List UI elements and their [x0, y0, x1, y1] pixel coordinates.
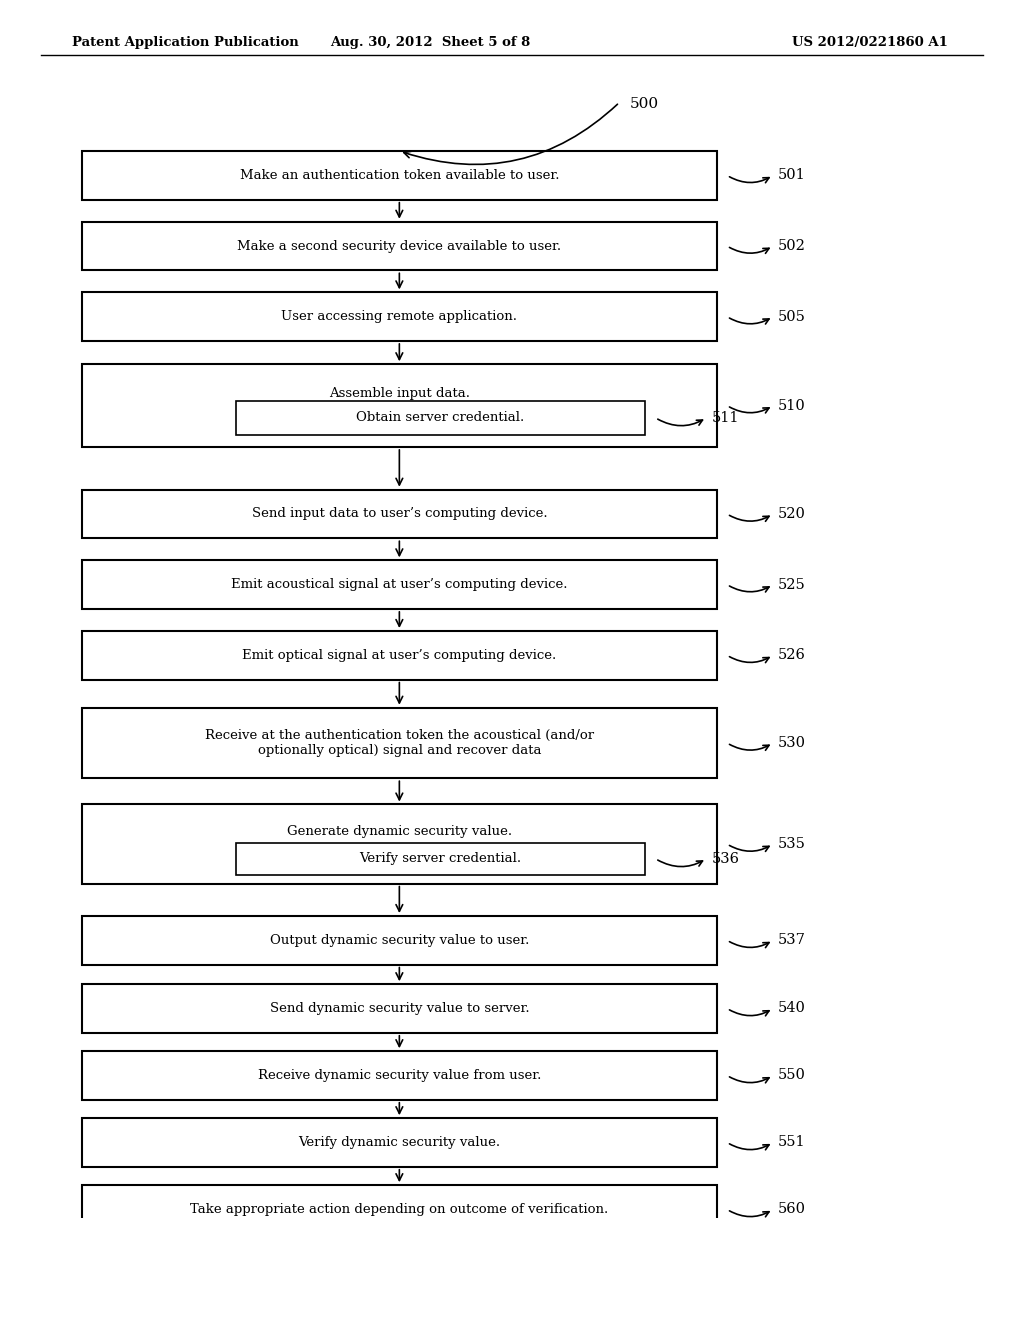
Text: 505: 505 [778, 310, 806, 323]
Text: 511: 511 [712, 411, 739, 425]
Text: 526: 526 [778, 648, 806, 663]
Text: 530: 530 [778, 737, 806, 750]
Text: Aug. 30, 2012  Sheet 5 of 8: Aug. 30, 2012 Sheet 5 of 8 [330, 36, 530, 49]
Text: Take appropriate action depending on outcome of verification.: Take appropriate action depending on out… [190, 1203, 608, 1216]
Text: Verify dynamic security value.: Verify dynamic security value. [298, 1137, 501, 1148]
FancyBboxPatch shape [236, 401, 645, 434]
Text: Send input data to user’s computing device.: Send input data to user’s computing devi… [252, 507, 547, 520]
FancyBboxPatch shape [82, 631, 717, 680]
Text: Obtain server credential.: Obtain server credential. [356, 412, 524, 424]
Text: 551: 551 [778, 1135, 806, 1150]
Text: US 2012/0221860 A1: US 2012/0221860 A1 [793, 36, 948, 49]
FancyBboxPatch shape [236, 843, 645, 875]
FancyBboxPatch shape [82, 364, 717, 447]
Text: 525: 525 [778, 578, 806, 591]
Text: Generate dynamic security value.: Generate dynamic security value. [287, 825, 512, 838]
Text: Verify server credential.: Verify server credential. [359, 853, 521, 865]
Text: Output dynamic security value to user.: Output dynamic security value to user. [269, 933, 529, 946]
FancyBboxPatch shape [82, 1185, 717, 1234]
FancyBboxPatch shape [82, 222, 717, 271]
Text: Emit optical signal at user’s computing device.: Emit optical signal at user’s computing … [243, 648, 556, 661]
Text: 550: 550 [778, 1068, 806, 1082]
FancyBboxPatch shape [82, 560, 717, 609]
Text: 502: 502 [778, 239, 806, 253]
Text: 501: 501 [778, 169, 806, 182]
Text: 520: 520 [778, 507, 806, 521]
FancyBboxPatch shape [82, 804, 717, 883]
Text: Make a second security device available to user.: Make a second security device available … [238, 239, 561, 252]
FancyBboxPatch shape [82, 292, 717, 341]
Text: Emit acoustical signal at user’s computing device.: Emit acoustical signal at user’s computi… [231, 578, 567, 591]
FancyBboxPatch shape [82, 490, 717, 539]
Text: Receive dynamic security value from user.: Receive dynamic security value from user… [258, 1069, 541, 1082]
FancyBboxPatch shape [82, 985, 717, 1032]
Text: Send dynamic security value to server.: Send dynamic security value to server. [269, 1002, 529, 1015]
FancyBboxPatch shape [82, 1051, 717, 1100]
Text: 560: 560 [778, 1203, 806, 1217]
Text: 510: 510 [778, 399, 806, 413]
Text: Receive at the authentication token the acoustical (and/or
optionally optical) s: Receive at the authentication token the … [205, 729, 594, 756]
FancyBboxPatch shape [82, 916, 717, 965]
Text: Make an authentication token available to user.: Make an authentication token available t… [240, 169, 559, 182]
Text: 535: 535 [778, 837, 806, 851]
Text: 500: 500 [630, 96, 658, 111]
Text: 537: 537 [778, 933, 806, 948]
Text: 536: 536 [712, 851, 739, 866]
Text: 540: 540 [778, 1002, 806, 1015]
FancyBboxPatch shape [82, 150, 717, 199]
Text: Assemble input data.: Assemble input data. [329, 387, 470, 400]
FancyBboxPatch shape [82, 1118, 717, 1167]
Text: User accessing remote application.: User accessing remote application. [282, 310, 517, 323]
Text: Patent Application Publication: Patent Application Publication [72, 36, 298, 49]
FancyBboxPatch shape [82, 708, 717, 779]
